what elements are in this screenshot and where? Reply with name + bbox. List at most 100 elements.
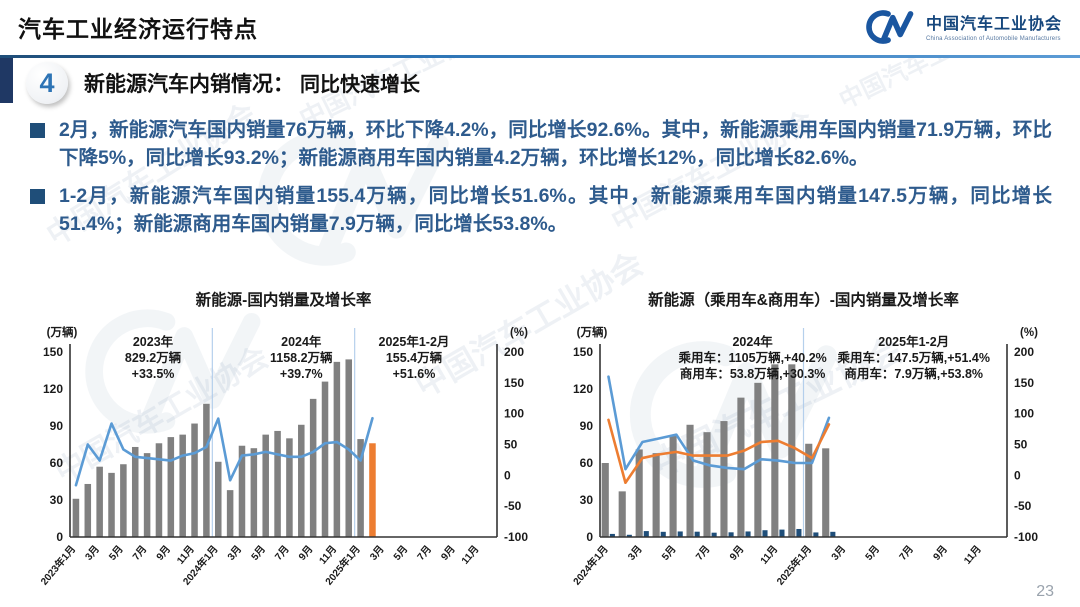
header-divider [0,55,1080,58]
sales-bar [626,534,632,537]
x-axis-tick: 9月 [931,543,950,563]
sales-bar [321,381,329,537]
chart-title: 新能源（乘用车&商用车）-国内销量及增长率 [648,290,959,309]
section-header: 4 新能源汽车内销情况： 同比快速增长 [26,62,420,104]
caam-logo: 中国汽车工业协会 China Association of Automobile… [860,8,1062,51]
x-axis-tick: 3月 [829,543,848,563]
sales-bar [660,531,666,537]
sales-bar [652,453,660,537]
chart-annotation: 商用车：7.9万辆,+53.8% [844,366,983,381]
chart-annotation: 155.4万辆 [386,350,443,365]
left-axis-tick: 120 [43,382,63,396]
right-axis-tick: 100 [504,407,524,421]
sales-bar [728,532,734,537]
sales-bar [686,424,694,537]
sales-bar [226,490,234,537]
logo-name-en: China Association of Automobile Manufact… [925,36,1061,42]
right-axis-tick: 150 [504,376,524,390]
sales-bar [745,531,751,537]
sales-bar [618,491,626,537]
x-axis-tick: 5月 [106,543,125,563]
sales-bar [796,528,802,537]
sales-bar [720,421,728,537]
sales-bar [143,453,151,537]
sales-bar [635,449,643,537]
bullet-square-icon [30,123,45,138]
section-number-badge: 4 [26,62,68,104]
growth-line [74,416,374,487]
right-axis-tick: 150 [1014,376,1034,390]
chart-annotation: 2025年1-2月 [379,334,450,349]
right-axis-tick: 0 [504,468,511,482]
logo-name-cn: 中国汽车工业协会 [925,16,1062,34]
sales-bar [822,448,830,537]
left-accent-stripe [0,58,13,103]
x-axis-tick: 7月 [415,543,434,563]
sales-bar [250,448,258,537]
left-axis-tick: 120 [573,382,593,396]
left-axis-tick: 30 [50,493,64,507]
x-axis-tick: 7月 [693,543,712,563]
x-axis-tick: 5月 [249,543,268,563]
sales-bar [779,529,785,537]
sales-bar [762,530,768,537]
sales-bar [262,434,269,537]
page-title: 汽车工业经济运行特点 [18,16,258,42]
x-axis-tick: 5月 [863,543,882,563]
sales-bar [203,403,210,537]
sales-bar [72,498,80,537]
sales-bar [669,435,677,537]
left-axis-tick: 0 [56,530,63,544]
x-axis-tick: 3月 [367,543,386,563]
x-axis-tick: 2023年1月 [38,543,79,588]
x-axis-tick: 3月 [225,543,244,563]
sales-bar [298,424,305,537]
chart-annotation: +39.7% [280,367,323,381]
x-axis-tick: 7月 [273,543,292,563]
chart-annotation: 829.2万辆 [125,350,182,365]
chart-annotation: 乘用车：147.5万辆,+51.4% [836,350,990,365]
chart-title: 新能源-国内销量及增长率 [196,290,372,309]
sales-bar [788,364,796,537]
chart-annotation: 2024年 [281,334,322,349]
right-axis-unit: (%) [1020,327,1038,339]
caam-logo-mark-icon [860,8,918,51]
right-axis-tick: 200 [1014,345,1034,359]
sales-bar [191,423,198,537]
right-axis-unit: (%) [510,327,528,339]
sales-bar [601,463,609,537]
sales-bar [274,430,281,537]
right-axis-tick: 100 [1014,407,1034,421]
left-axis-tick: 150 [43,345,63,359]
sales-bar [179,434,186,537]
x-axis-tick: 11月 [459,543,481,566]
sales-bar [813,532,819,537]
left-axis-tick: 150 [573,345,593,359]
chart-annotation: 2024年 [732,334,773,349]
x-axis-tick: 9月 [439,543,458,563]
page-number: 23 [1036,583,1054,600]
sales-bar [771,364,779,537]
right-axis-tick: 0 [1014,468,1021,482]
x-axis-tick: 5月 [659,543,678,563]
bullet-text-2: 1-2月，新能源汽车国内销量155.4万辆，同比增长51.6%。其中，新能源乘用… [59,185,1052,235]
sales-bar [167,437,175,537]
sales-bar [677,531,683,537]
growth-line [607,375,831,471]
left-axis-tick: 60 [50,456,64,470]
bullet-item: 2月，新能源汽车国内销量76万辆，环比下降4.2%，同比增长92.6%。其中，新… [30,116,1052,172]
sales-bar [84,483,92,537]
axes [599,344,1008,538]
sales-bar [805,443,813,537]
sales-bar [108,472,115,537]
x-axis-tick: 5月 [391,543,410,563]
sales-bar [215,461,222,537]
right-axis-tick: -50 [1014,499,1032,513]
axes [69,344,498,538]
chart-annotation: 乘用车：1105万辆,+40.2% [677,350,826,365]
x-axis-tick: 11月 [758,543,780,566]
x-axis-tick: 7月 [130,543,149,563]
bullet-text-1: 2月，新能源汽车国内销量76万辆，环比下降4.2%，同比增长92.6%。其中，新… [59,119,1052,169]
left-axis-tick: 30 [580,493,594,507]
